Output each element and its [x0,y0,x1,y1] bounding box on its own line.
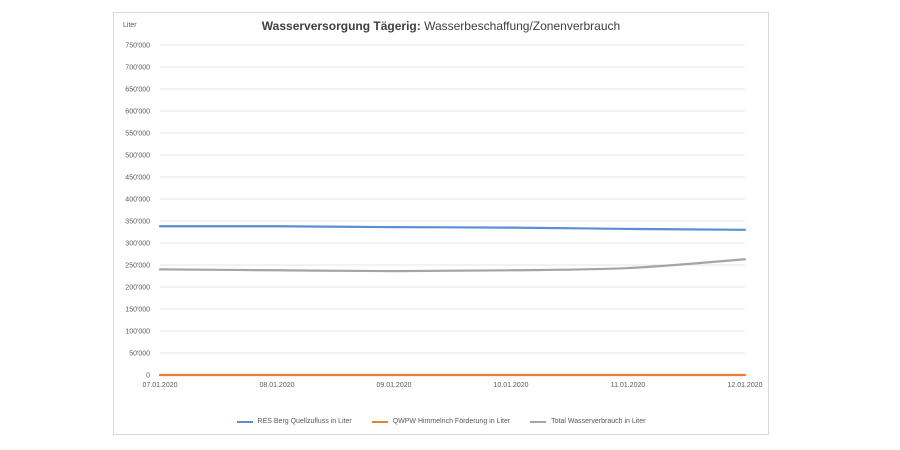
series-line-1 [158,225,747,231]
y-tick-label: 250'000 [125,263,150,270]
legend-item: QWPW Himmelrich Förderung in Liter [371,418,511,425]
series-line-3 [158,258,747,273]
x-tick-label: 09.01.2020 [376,382,411,389]
y-tick-label: 0 [146,373,150,380]
y-tick-label: 50'000 [129,351,150,358]
legend-swatch [236,420,253,423]
chart-frame [113,12,769,435]
legend-swatch [530,420,547,423]
y-tick-label: 150'000 [125,307,150,314]
y-tick-label: 500'000 [125,153,150,160]
legend-item: RES Berg Quellzufluss in Liter [236,418,352,425]
legend-label: Total Wasserverbrauch in Liter [551,418,646,425]
legend-swatch [371,420,388,423]
y-tick-label: 750'000 [125,43,150,50]
legend-item: Total Wasserverbrauch in Liter [530,418,645,425]
chart-title-bold: Wasserversorgung Tägerig: [261,19,421,33]
y-tick-label: 700'000 [125,65,150,72]
y-tick-label: 350'000 [125,219,150,226]
x-tick-label: 12.01.2020 [727,382,762,389]
chart-legend: RES Berg Quellzufluss in Liter QWPW Himme… [113,418,769,425]
y-tick-label: 650'000 [125,87,150,94]
y-tick-label: 200'000 [125,285,150,292]
y-tick-label: 600'000 [125,109,150,116]
y-tick-label: 400'000 [125,197,150,204]
legend-label: QWPW Himmelrich Förderung in Liter [392,418,511,425]
legend-label: RES Berg Quellzufluss in Liter [257,418,352,425]
y-tick-label: 300'000 [125,241,150,248]
y-tick-label: 100'000 [125,329,150,336]
chart-title: Wasserversorgung Tägerig: Wasserbeschaff… [113,19,769,33]
chart-title-rest: Wasserbeschaffung/Zonenverbrauch [424,19,621,33]
y-axis-unit-label: Liter [123,22,137,29]
x-tick-label: 08.01.2020 [259,382,294,389]
x-tick-label: 10.01.2020 [493,382,528,389]
y-tick-label: 450'000 [125,175,150,182]
y-tick-label: 550'000 [125,131,150,138]
x-tick-label: 11.01.2020 [611,382,646,389]
x-tick-label: 07.01.2020 [142,382,177,389]
